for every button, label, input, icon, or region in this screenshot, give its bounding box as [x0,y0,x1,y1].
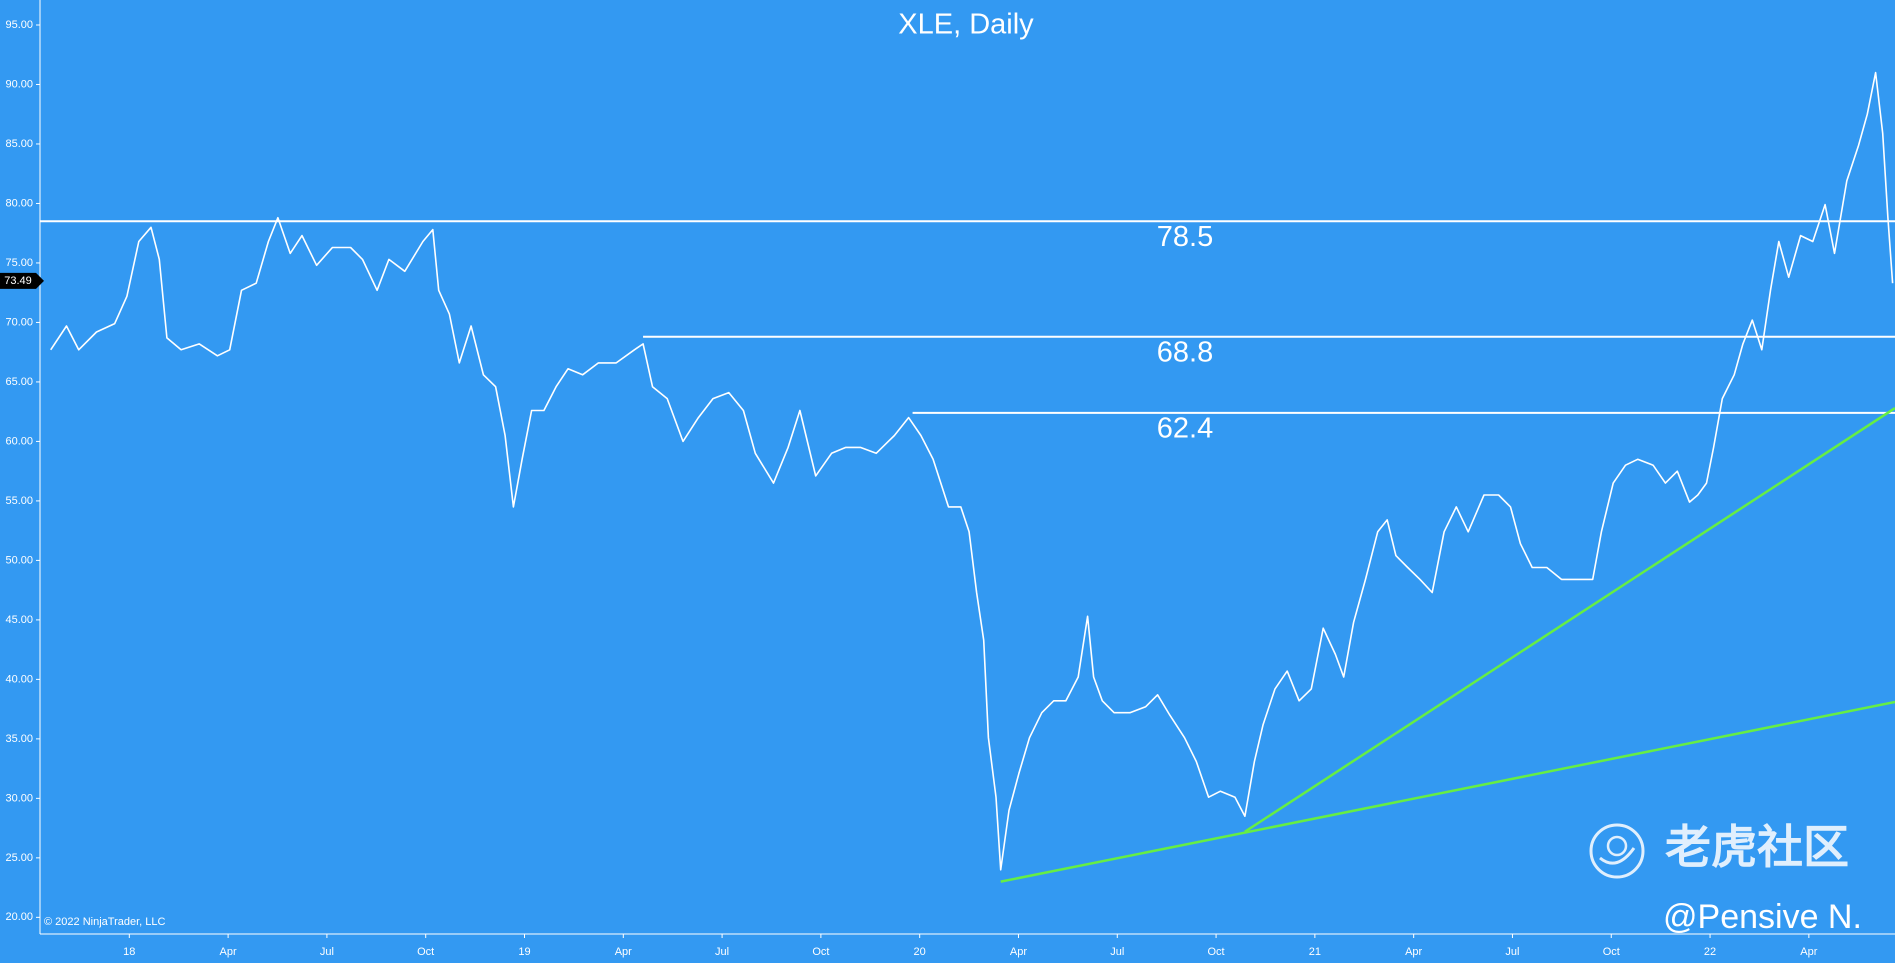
y-tick-label: 55.00 [5,495,33,507]
chart-title: XLE, Daily [898,9,1034,41]
x-tick-label: Apr [1010,946,1027,958]
y-tick-label: 85.00 [5,138,33,150]
x-tick-label: Apr [1800,946,1817,958]
y-tick-label: 65.00 [5,376,33,388]
x-tick-label: 22 [1704,946,1716,958]
trend-line [1244,407,1895,833]
watermark: 老虎社区 [1665,821,1849,873]
x-tick-label: Oct [417,946,434,958]
price-line [50,71,1894,871]
y-tick-label: 45.00 [5,614,33,626]
x-tick-label: 20 [914,946,926,958]
x-tick-label: Jul [715,946,729,958]
watermark-logo [1589,823,1645,879]
x-tick-label: Jul [1110,946,1124,958]
x-tick-label: Apr [220,946,237,958]
x-tick-label: Oct [812,946,829,958]
x-tick-label: Apr [1405,946,1422,958]
level-label: 78.5 [1157,221,1213,253]
y-tick-label: 25.00 [5,852,33,864]
copyright: © 2022 NinjaTrader, LLC [44,916,165,928]
y-tick-label: 95.00 [5,19,33,31]
author: @Pensive N. [1663,898,1862,936]
y-tick-label: 80.00 [5,197,33,209]
level-label: 68.8 [1157,336,1213,368]
y-tick-label: 40.00 [5,673,33,685]
y-tick-label: 75.00 [5,257,33,269]
price-tag-label: 73.49 [4,275,32,287]
x-tick-label: Jul [1505,946,1519,958]
x-tick-label: Oct [1603,946,1620,958]
x-tick-label: 19 [518,946,530,958]
price-tag [0,272,44,289]
y-tick-label: 60.00 [5,435,33,447]
x-tick-label: 18 [123,946,135,958]
x-tick-label: Jul [320,946,334,958]
y-tick-label: 70.00 [5,316,33,328]
y-tick-label: 50.00 [5,554,33,566]
y-tick-label: 90.00 [5,78,33,90]
trend-line [1000,700,1895,883]
y-tick-label: 35.00 [5,733,33,745]
x-tick-label: Apr [615,946,632,958]
level-label: 62.4 [1157,413,1213,445]
y-tick-label: 30.00 [5,792,33,804]
x-tick-label: 21 [1309,946,1321,958]
x-tick-label: Oct [1208,946,1225,958]
y-tick-label: 20.00 [5,911,33,923]
